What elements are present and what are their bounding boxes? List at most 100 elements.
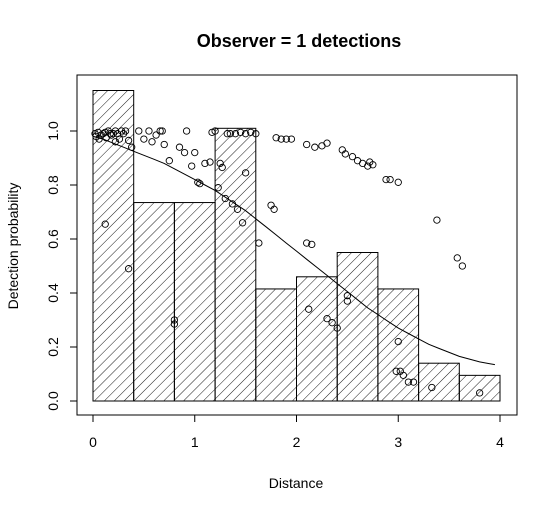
observation-point — [211, 127, 219, 135]
observation-point — [404, 378, 413, 386]
observation-point — [214, 184, 222, 192]
observation-point — [252, 130, 260, 138]
observation-point — [333, 324, 341, 332]
histogram-bar-10 — [458, 374, 501, 402]
observation-point — [272, 134, 280, 142]
y-tick-label: 0.8 — [45, 175, 61, 195]
x-axis-label: Distance — [269, 475, 324, 491]
y-axis-label: Detection probability — [5, 183, 21, 310]
histogram-bar-4 — [214, 127, 257, 402]
observation-point — [223, 130, 231, 138]
observation-point — [386, 175, 394, 184]
observation-point — [111, 138, 120, 146]
observation-point — [428, 383, 436, 392]
observation-point — [145, 127, 153, 135]
observation-point — [233, 205, 242, 213]
observation-point — [241, 130, 250, 138]
observation-point — [433, 216, 441, 224]
observation-point — [175, 143, 184, 151]
observation-point — [182, 127, 191, 135]
observation-point — [287, 135, 296, 143]
x-tick-label: 2 — [293, 434, 301, 450]
y-tick-label: 1.0 — [45, 121, 61, 141]
observation-point — [392, 367, 400, 375]
observation-point — [305, 305, 313, 313]
y-tick-label: 0.4 — [45, 283, 61, 303]
observation-point — [241, 169, 250, 177]
observation-point — [323, 314, 331, 323]
observation-point — [148, 138, 156, 146]
y-tick-label: 0.2 — [45, 337, 61, 357]
observation-point — [453, 254, 461, 262]
observation-point — [128, 143, 136, 151]
observation-point — [247, 128, 255, 137]
y-axis: 0.0 0.2 0.4 0.6 0.8 1.0 — [45, 121, 78, 411]
observation-point — [124, 136, 133, 145]
observation-point — [231, 130, 240, 138]
observation-point — [194, 178, 202, 186]
observation-point — [341, 150, 349, 158]
observation-point — [101, 220, 109, 228]
observation-point — [218, 163, 226, 172]
observation-point — [394, 337, 402, 346]
histogram-bar-6 — [296, 276, 338, 402]
observation-point — [323, 139, 331, 147]
fitted-detection-curve — [92, 135, 495, 366]
observation-point — [311, 143, 319, 151]
observation-point — [180, 148, 189, 157]
histogram-bar-3 — [173, 202, 216, 402]
observation-point — [124, 265, 133, 273]
observation-point — [238, 219, 247, 227]
observation-point — [394, 178, 402, 186]
observation-point — [270, 205, 278, 213]
histogram-bar-5 — [255, 288, 298, 402]
observation-point — [206, 158, 214, 166]
observation-point — [282, 135, 290, 143]
observation-point — [156, 127, 164, 135]
observation-point — [369, 161, 377, 169]
observation-point — [135, 127, 143, 135]
observation-point — [165, 157, 173, 165]
observation-point — [170, 316, 179, 324]
observation-point — [121, 127, 130, 135]
observation-point — [475, 389, 484, 397]
observation-point — [343, 292, 352, 300]
histogram-bar-1 — [92, 90, 135, 402]
observation-point — [343, 297, 352, 305]
observation-point — [255, 239, 263, 247]
observation-point — [216, 159, 224, 168]
histogram-bar-9 — [418, 362, 460, 402]
observation-point — [399, 371, 407, 379]
observation-point — [170, 320, 179, 328]
observation-point — [140, 135, 148, 143]
observation-point — [328, 319, 336, 327]
x-tick-label: 1 — [191, 434, 199, 450]
x-tick-label: 0 — [89, 434, 97, 450]
observation-point — [348, 152, 357, 161]
observation-point — [196, 179, 204, 188]
observation-point — [95, 135, 103, 143]
observation-point — [228, 200, 237, 208]
observation-point — [364, 162, 372, 170]
x-axis: 0 1 2 3 4 — [89, 414, 504, 450]
observation-point — [236, 128, 245, 137]
y-tick-label: 0.0 — [45, 391, 61, 411]
observation-point — [303, 140, 311, 149]
observation-points — [91, 127, 484, 397]
observation-point — [188, 162, 196, 170]
observation-point — [201, 159, 209, 168]
histogram-bar-7 — [336, 252, 379, 402]
observation-point — [303, 239, 311, 247]
x-tick-label: 3 — [394, 434, 402, 450]
x-tick-label: 4 — [496, 434, 504, 450]
y-tick-label: 0.6 — [45, 229, 61, 249]
observation-point — [226, 130, 235, 138]
observation-point — [158, 127, 166, 135]
observation-point — [382, 175, 390, 184]
observation-point — [277, 135, 285, 143]
histogram-bar-2 — [133, 202, 175, 402]
observation-point — [160, 140, 168, 149]
chart-title: Observer = 1 detections — [197, 31, 402, 51]
observation-point — [458, 262, 467, 270]
